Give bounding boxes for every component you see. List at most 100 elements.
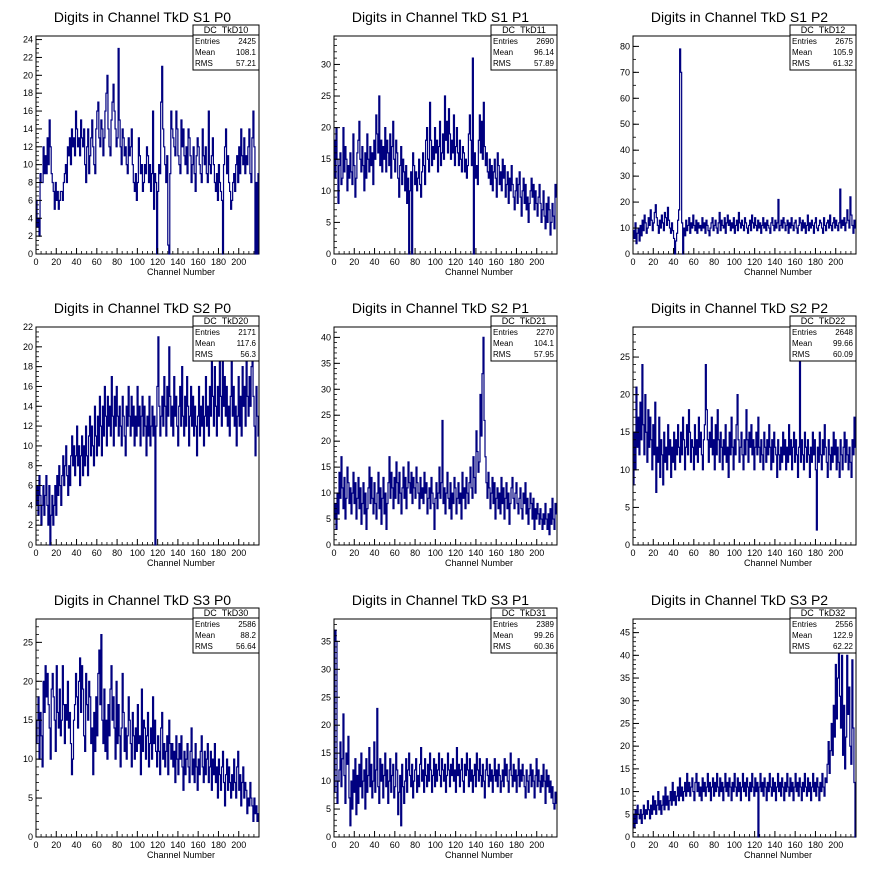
stats-value: 2389	[536, 620, 554, 629]
y-tick-label: 5	[625, 809, 630, 819]
stats-value: 2270	[536, 328, 554, 337]
stats-box: DC_TkD31 Entries 2389 Mean 99.26 RMS 60.36	[490, 607, 558, 654]
stats-box: DC_TkD21 Entries 2270 Mean 104.1 RMS 57.95	[490, 315, 558, 362]
histogram-panel-p00: Digits in Channel TkD S1 P00 20 40 60 80 100 1…	[23, 9, 260, 277]
stats-value: 62.22	[833, 642, 854, 651]
x-tick-label: 200	[529, 840, 544, 850]
x-tick-label: 20	[51, 840, 61, 850]
x-tick-label: 120	[747, 257, 762, 267]
x-tick-label: 20	[648, 840, 658, 850]
stats-box: DC_TkD10 Entries 2425 Mean 108.1 RMS 57.21	[192, 24, 260, 71]
stats-box-frame	[192, 607, 260, 654]
x-tick-label: 180	[808, 840, 823, 850]
panel-title: Digits in Channel TkD S1 P1	[352, 9, 529, 25]
panel-title: Digits in Channel TkD S3 P2	[651, 592, 828, 608]
histogram-line	[633, 341, 856, 531]
panel-title: Digits in Channel TkD S2 P1	[352, 300, 529, 316]
x-tick-label: 100	[130, 840, 145, 850]
stats-key: Entries	[792, 620, 817, 629]
x-tick-label: 100	[130, 548, 145, 558]
x-axis-label: Channel Number	[445, 850, 513, 860]
y-tick-label: 5	[326, 804, 331, 814]
stats-key: Entries	[493, 620, 518, 629]
x-tick-label: 180	[509, 257, 524, 267]
x-tick-label: 160	[191, 548, 206, 558]
stats-key: Mean	[493, 48, 513, 57]
x-tick-label: 160	[489, 257, 504, 267]
stats-value: 60.09	[833, 350, 854, 359]
x-tick-label: 40	[669, 257, 679, 267]
stats-value: 2586	[238, 620, 256, 629]
histogram-panel-p21: Digits in Channel TkD S3 P10 20 40 60 80 100 1…	[321, 592, 558, 860]
stats-box-frame	[789, 607, 857, 654]
y-tick-label: 0	[625, 832, 630, 842]
x-tick-label: 20	[648, 548, 658, 558]
y-tick-label: 18	[23, 362, 33, 372]
y-tick-label: 0	[625, 540, 630, 550]
y-tick-label: 35	[321, 636, 331, 646]
stats-value: 117.6	[237, 339, 257, 348]
y-tick-label: 10	[321, 776, 331, 786]
stats-value: 61.32	[833, 59, 854, 68]
y-tick-label: 0	[326, 540, 331, 550]
y-tick-label: 25	[321, 91, 331, 101]
stats-box: DC_TkD20 Entries 2171 Mean 117.6 RMS 56.3	[192, 315, 260, 362]
x-tick-label: 80	[410, 548, 420, 558]
stats-value: 57.21	[236, 59, 257, 68]
y-tick-label: 30	[620, 171, 630, 181]
x-tick-label: 120	[448, 257, 463, 267]
y-tick-label: 10	[620, 223, 630, 233]
x-tick-label: 0	[33, 257, 38, 267]
stats-value: 2690	[536, 37, 554, 46]
y-tick-label: 6	[28, 195, 33, 205]
stats-key: RMS	[792, 59, 810, 68]
stats-key: Entries	[792, 37, 817, 46]
y-tick-label: 30	[321, 59, 331, 69]
stats-value: 57.89	[534, 59, 555, 68]
x-tick-label: 200	[828, 257, 843, 267]
x-axis-label: Channel Number	[147, 558, 215, 568]
histogram-panel-p20: Digits in Channel TkD S3 P00 20 40 60 80 100 1…	[23, 592, 260, 860]
stats-value: 57.95	[534, 350, 555, 359]
x-tick-label: 60	[92, 548, 102, 558]
y-tick-label: 25	[620, 352, 630, 362]
x-tick-label: 40	[72, 840, 82, 850]
x-axis-label: Channel Number	[445, 558, 513, 568]
stats-key: Entries	[195, 620, 220, 629]
x-tick-label: 60	[689, 257, 699, 267]
y-tick-label: 0	[28, 249, 33, 259]
x-tick-label: 60	[390, 548, 400, 558]
y-tick-label: 5	[625, 502, 630, 512]
stats-key: Mean	[493, 339, 513, 348]
x-tick-label: 40	[370, 548, 380, 558]
x-axis-label: Channel Number	[744, 267, 812, 277]
x-tick-label: 40	[72, 257, 82, 267]
y-tick-label: 20	[321, 123, 331, 133]
x-tick-label: 80	[410, 840, 420, 850]
stats-name: DC_TkD12	[801, 25, 846, 35]
x-tick-label: 0	[630, 840, 635, 850]
y-tick-label: 15	[620, 764, 630, 774]
y-tick-label: 12	[23, 421, 33, 431]
x-tick-label: 200	[828, 840, 843, 850]
stats-key: Mean	[792, 48, 812, 57]
x-tick-label: 180	[808, 548, 823, 558]
x-tick-label: 120	[150, 548, 165, 558]
y-tick-label: 20	[620, 390, 630, 400]
stats-value: 56.3	[240, 350, 256, 359]
histogram-panel-p10: Digits in Channel TkD S2 P00 20 40 60 80 100 1…	[23, 300, 260, 568]
x-tick-label: 180	[509, 548, 524, 558]
stats-key: RMS	[493, 59, 511, 68]
x-tick-label: 80	[709, 548, 719, 558]
stats-name: DC_TkD20	[204, 316, 249, 326]
histogram-panel-p01: Digits in Channel TkD S1 P10 20 40 60 80 100 1…	[321, 9, 558, 277]
x-tick-label: 40	[669, 840, 679, 850]
y-tick-label: 40	[620, 145, 630, 155]
y-tick-label: 2	[28, 231, 33, 241]
stats-value: 108.1	[236, 48, 257, 57]
stats-box-frame	[192, 24, 260, 71]
stats-name: DC_TkD11	[502, 25, 546, 35]
stats-key: Mean	[792, 339, 812, 348]
y-tick-label: 4	[28, 500, 33, 510]
x-tick-label: 120	[448, 548, 463, 558]
